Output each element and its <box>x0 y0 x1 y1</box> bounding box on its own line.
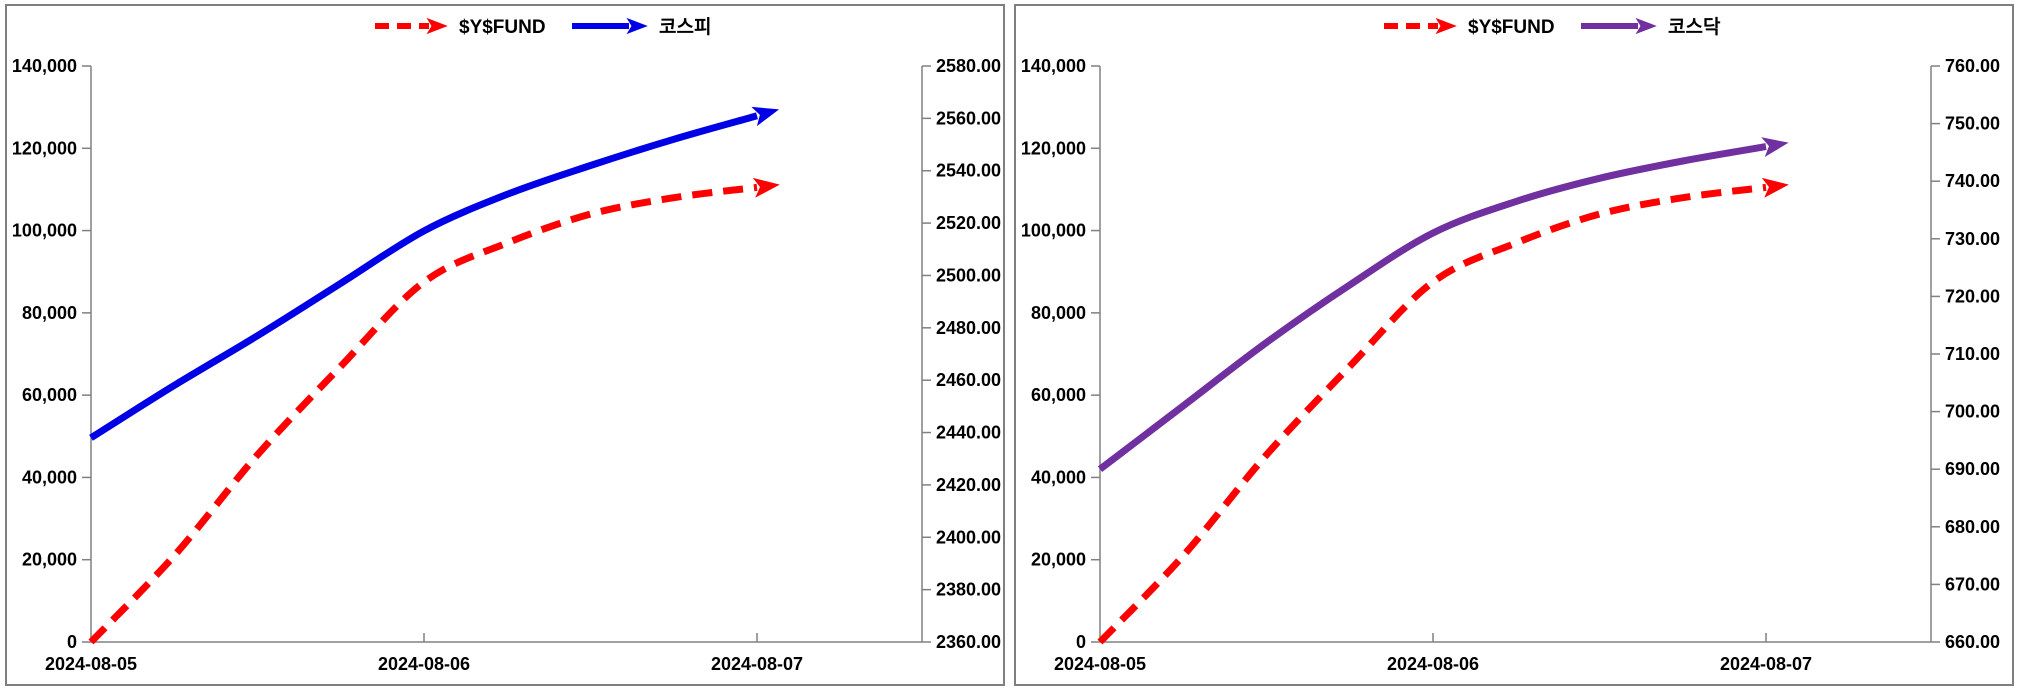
left-y-axis-label: 20,000 <box>1031 550 1086 570</box>
right-y-axis-label: 750.00 <box>1945 114 2000 134</box>
series-line-fund <box>88 177 780 645</box>
right-y-axis-label: 2540.00 <box>936 161 1001 181</box>
left-y-axis-label: 20,000 <box>22 550 77 570</box>
right-y-axis-label: 2520.00 <box>936 213 1001 233</box>
right-y-axis-label: 660.00 <box>1945 632 2000 652</box>
left-y-axis-label: 0 <box>1076 632 1086 652</box>
x-axis-label: 2024-08-07 <box>711 654 803 674</box>
left-y-axis-label: 140,000 <box>12 56 77 76</box>
right-y-axis-label: 2440.00 <box>936 423 1001 443</box>
x-axis-label: 2024-08-06 <box>1387 654 1479 674</box>
left-y-axis-label: 60,000 <box>22 385 77 405</box>
legend-label-fund: $Y$FUND <box>1468 17 1555 38</box>
series-line-fund <box>1097 177 1789 645</box>
right-y-axis-label: 690.00 <box>1945 459 2000 479</box>
left-y-axis-label: 140,000 <box>1021 56 1086 76</box>
kosdaq-chart: 140,000 120,000 100,000 80,000 60,000 40,000 2… <box>1021 16 2000 674</box>
kospi-panel: 140,000 120,000 100,000 80,000 60,000 40,000 2… <box>5 4 1005 686</box>
right-y-axis-label: 720.00 <box>1945 286 2000 306</box>
x-axis-label: 2024-08-05 <box>45 654 137 674</box>
right-y-axis-label: 2360.00 <box>936 632 1001 652</box>
right-y-axis-label: 2580.00 <box>936 56 1001 76</box>
right-y-axis-label: 2400.00 <box>936 527 1001 547</box>
legend: $Y$FUND 코스닥 <box>1384 16 1721 38</box>
right-y-axis-label: 670.00 <box>1945 574 2000 594</box>
legend: $Y$FUND 코스피 <box>375 16 711 38</box>
series-line-index <box>1097 137 1789 472</box>
legend-label-fund: $Y$FUND <box>459 17 546 38</box>
left-y-axis-label: 120,000 <box>12 138 77 158</box>
left-y-axis-label: 100,000 <box>1021 221 1086 241</box>
left-y-axis-label: 100,000 <box>12 221 77 241</box>
kosdaq-panel: 140,000 120,000 100,000 80,000 60,000 40,000 2… <box>1014 4 2014 686</box>
left-y-axis-label: 0 <box>67 632 77 652</box>
right-y-axis-label: 2420.00 <box>936 475 1001 495</box>
right-y-axis-label: 760.00 <box>1945 56 2000 76</box>
left-y-axis-label: 80,000 <box>1031 303 1086 323</box>
right-y-axis-label: 700.00 <box>1945 402 2000 422</box>
x-axis-label: 2024-08-05 <box>1054 654 1146 674</box>
series-line-index <box>89 106 780 441</box>
right-y-axis-label: 2500.00 <box>936 265 1001 285</box>
right-y-axis-label: 730.00 <box>1945 229 2000 249</box>
left-y-axis-label: 60,000 <box>1031 385 1086 405</box>
legend-label-index: 코스닥 <box>1668 16 1721 38</box>
kospi-chart: 140,000 120,000 100,000 80,000 60,000 40,000 2… <box>12 16 1001 674</box>
right-y-axis-label: 710.00 <box>1945 344 2000 364</box>
right-y-axis-label: 2560.00 <box>936 108 1001 128</box>
right-y-axis-label: 740.00 <box>1945 171 2000 191</box>
right-y-axis-label: 2380.00 <box>936 580 1001 600</box>
left-y-axis-label: 120,000 <box>1021 138 1086 158</box>
legend-label-index: 코스피 <box>659 16 711 38</box>
left-y-axis-label: 40,000 <box>1031 467 1086 487</box>
x-axis-label: 2024-08-06 <box>378 654 470 674</box>
right-y-axis-label: 680.00 <box>1945 517 2000 537</box>
left-y-axis-label: 80,000 <box>22 303 77 323</box>
right-y-axis-label: 2480.00 <box>936 318 1001 338</box>
right-y-axis-label: 2460.00 <box>936 370 1001 390</box>
x-axis-label: 2024-08-07 <box>1720 654 1812 674</box>
left-y-axis-label: 40,000 <box>22 467 77 487</box>
